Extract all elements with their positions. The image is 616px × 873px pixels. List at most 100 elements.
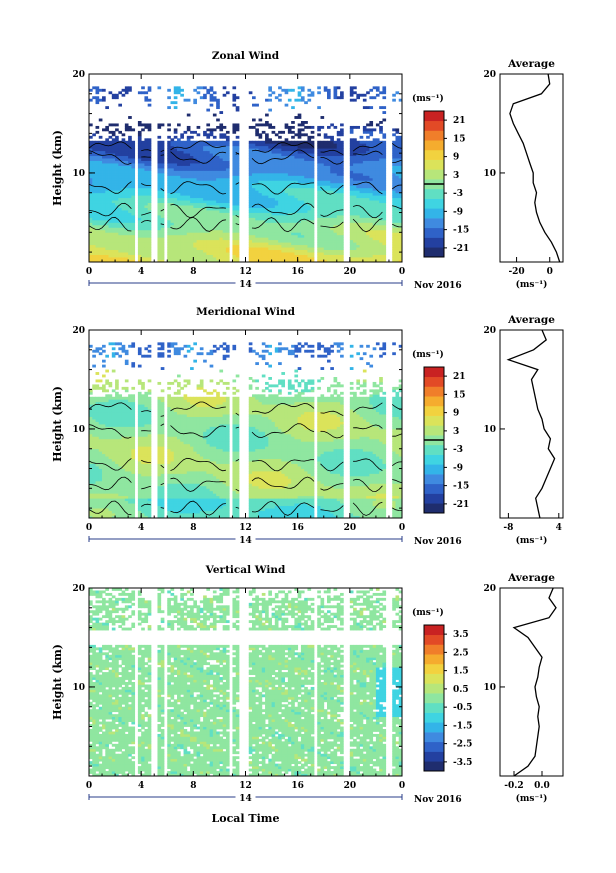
heatmap-cell — [157, 123, 162, 127]
heatmap-cell — [183, 229, 188, 233]
heatmap-cell — [349, 227, 354, 231]
heatmap-cell — [102, 515, 106, 519]
heatmap-cell — [219, 200, 224, 204]
heatmap-cell — [222, 140, 227, 144]
heatmap-cell — [92, 458, 96, 462]
heatmap-cell — [111, 172, 116, 176]
heatmap-cell — [284, 158, 289, 161]
heatmap-cell — [98, 148, 103, 152]
heatmap-cell — [379, 153, 383, 157]
heatmap-cell — [98, 483, 103, 487]
heatmap-cell — [167, 187, 171, 191]
heatmap-cell — [310, 135, 315, 139]
heatmap-cell — [180, 234, 184, 238]
heatmap-cell — [271, 153, 276, 157]
heatmap-cell — [372, 170, 377, 174]
colorbar-tick-label: 15 — [453, 134, 466, 144]
heatmap-cell — [219, 140, 224, 144]
heatmap-cell — [160, 155, 165, 159]
heatmap-cell — [340, 177, 344, 181]
heatmap-cell — [284, 215, 289, 218]
heatmap-cell — [323, 155, 328, 159]
heatmap-cell — [118, 254, 122, 258]
heatmap-cell — [304, 170, 308, 174]
heatmap-cell — [111, 93, 116, 97]
heatmap-cell — [193, 232, 197, 236]
heatmap-cell — [271, 187, 276, 191]
heatmap-cell — [95, 505, 100, 509]
heatmap-cell — [105, 483, 109, 487]
heatmap-cell — [317, 219, 321, 223]
heatmap-cell — [95, 419, 100, 422]
heatmap-cell — [307, 155, 312, 159]
heatmap-cell — [392, 229, 396, 233]
heatmap-cell — [294, 170, 299, 174]
heatmap-cell — [222, 177, 227, 181]
heatmap-cell — [379, 202, 383, 206]
heatmap-cell — [356, 148, 361, 152]
heatmap-cell — [359, 175, 364, 179]
heatmap-cell — [98, 424, 103, 427]
heatmap-cell — [320, 160, 325, 164]
heatmap-cell — [170, 172, 175, 176]
heatmap-cell — [225, 212, 230, 216]
heatmap-cell — [317, 163, 321, 166]
heatmap-cell — [398, 190, 403, 194]
heatmap-cell — [291, 106, 295, 110]
heatmap-cell — [193, 168, 197, 171]
heatmap-cell — [95, 480, 100, 484]
heatmap-cell — [206, 155, 211, 159]
heatmap-cell — [209, 130, 214, 134]
heatmap-cell — [186, 177, 191, 181]
heatmap-cell — [212, 163, 217, 166]
heatmap-cell — [300, 207, 305, 211]
heatmap-cell — [222, 197, 227, 201]
heatmap-cell — [121, 143, 126, 147]
heatmap-cell — [307, 247, 312, 251]
heatmap-cell — [310, 257, 315, 260]
heatmap-cell — [258, 197, 263, 201]
heatmap-cell — [261, 227, 266, 231]
heatmap-cell — [369, 210, 374, 213]
heatmap-cell — [98, 207, 103, 211]
heatmap-cell — [359, 187, 364, 191]
heatmap-cell — [310, 252, 315, 255]
heatmap-cell — [196, 153, 201, 157]
heatmap-cell — [177, 88, 181, 92]
heatmap-cell — [333, 177, 338, 181]
heatmap-cell — [137, 254, 142, 258]
heatmap-cell — [170, 155, 175, 159]
heatmap-cell — [219, 242, 224, 246]
heatmap-cell — [369, 177, 374, 181]
heatmap-cell — [180, 195, 184, 199]
heatmap-cell — [281, 205, 286, 208]
heatmap-cell — [203, 170, 207, 174]
heatmap-cell — [291, 153, 295, 157]
heatmap-cell — [330, 143, 334, 147]
heatmap-cell — [336, 207, 341, 211]
heatmap-cell — [95, 140, 100, 144]
heatmap-cell — [121, 93, 126, 97]
heatmap-cell — [291, 259, 295, 263]
heatmap-cell — [375, 155, 380, 159]
heatmap-cell — [356, 187, 361, 191]
heatmap-cell — [274, 172, 279, 176]
heatmap-cell — [287, 259, 292, 263]
heatmap-cell — [180, 212, 184, 216]
heatmap-cell — [320, 212, 325, 216]
heatmap-cell — [108, 396, 113, 400]
heatmap-cell — [248, 125, 253, 129]
heatmap-cell — [115, 190, 119, 194]
heatmap-cell — [340, 172, 344, 176]
heatmap-cell — [382, 195, 387, 199]
heatmap-cell — [222, 257, 227, 260]
heatmap-cell — [98, 259, 103, 263]
heatmap-cell — [137, 212, 142, 216]
heatmap-cell — [108, 227, 113, 231]
heatmap-cell — [284, 177, 289, 181]
heatmap-cell — [225, 234, 230, 238]
heatmap-cell — [291, 210, 295, 213]
heatmap-cell — [212, 148, 217, 152]
heatmap-cell — [98, 234, 103, 238]
heatmap-cell — [281, 195, 286, 199]
